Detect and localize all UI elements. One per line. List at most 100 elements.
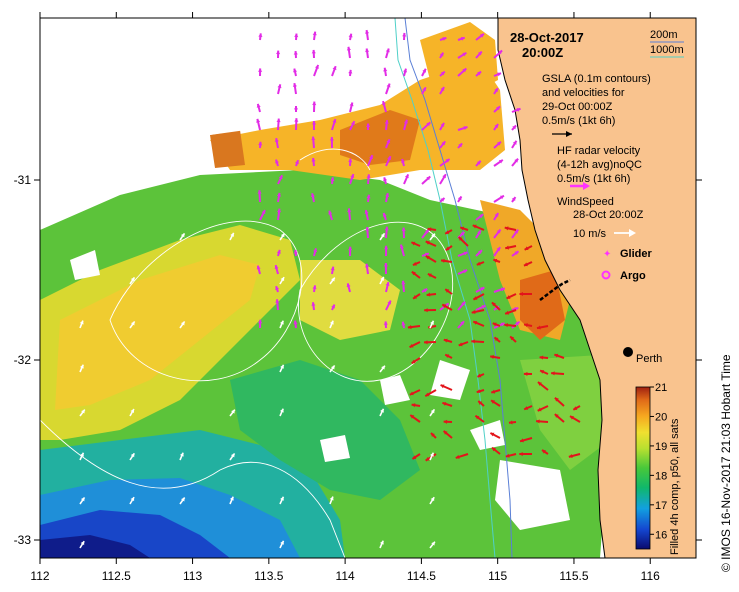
gsla-arrow-head bbox=[413, 295, 418, 299]
hf-radar-arrow-head bbox=[404, 174, 409, 179]
hf-radar-arrow-head bbox=[277, 84, 282, 89]
gsla-arrow-head bbox=[524, 246, 529, 251]
wind-arrow-head bbox=[180, 321, 185, 326]
hf-radar-arrow-head bbox=[292, 83, 297, 87]
y-tick-label: -32 bbox=[14, 353, 32, 367]
wind-legend-line2: 28-Oct 20:00Z bbox=[573, 209, 644, 221]
gsla-arrow-head bbox=[554, 414, 559, 418]
hf-radar-arrow-head bbox=[480, 287, 485, 291]
hf-radar-arrow-head bbox=[440, 86, 445, 91]
wind-arrow-head bbox=[130, 321, 135, 326]
hf-radar-arrow-head bbox=[477, 51, 482, 56]
hf-radar-arrow-head bbox=[276, 192, 281, 197]
hf-radar-arrow-head bbox=[261, 210, 266, 215]
wind-arrow-head bbox=[380, 233, 385, 238]
gsla-arrow-head bbox=[425, 240, 430, 245]
wind-arrow-head bbox=[80, 541, 85, 546]
hf-radar-arrow-head bbox=[440, 197, 445, 202]
gsla-arrow-head bbox=[523, 262, 528, 267]
gsla-arrow-head bbox=[490, 432, 495, 437]
gsla-arrow-head bbox=[519, 451, 523, 457]
hf-radar-arrow-head bbox=[348, 158, 353, 163]
gsla-arrow-head bbox=[471, 309, 476, 314]
wind-arrow-head bbox=[80, 497, 85, 502]
hf-radar-arrow-head bbox=[498, 50, 503, 55]
gsla-arrow-head bbox=[568, 454, 573, 459]
wind-velocity-arrows bbox=[79, 232, 436, 549]
wind-arrow-head bbox=[79, 364, 84, 369]
hf-radar-arrow-head bbox=[311, 121, 317, 125]
hf-radar-arrow-head bbox=[479, 33, 484, 38]
wind-arrow-head bbox=[130, 453, 135, 458]
gsla-legend: GSLA (0.1m contours) and velocities for … bbox=[542, 73, 651, 137]
wind-arrow-head bbox=[430, 320, 434, 325]
gsla-arrow-head bbox=[430, 432, 435, 437]
wind-arrow-head bbox=[379, 540, 384, 545]
wind-legend-line1: WindSpeed bbox=[557, 196, 614, 208]
contour-200m bbox=[404, 18, 513, 558]
hf-radar-arrow-head bbox=[441, 141, 446, 146]
gsla-arrow-head bbox=[473, 296, 478, 300]
gsla-arrow-head bbox=[442, 304, 447, 308]
gsla-legend-arrowhead bbox=[566, 131, 572, 137]
gsla-arrow-head bbox=[505, 453, 510, 458]
y-tick-label: -31 bbox=[14, 173, 32, 187]
hf-radar-arrow-head bbox=[496, 141, 501, 146]
gsla-arrow-head bbox=[504, 323, 508, 328]
wind-arrow-head bbox=[331, 277, 335, 282]
wind-arrow-head bbox=[79, 320, 84, 325]
wind-legend-scale: 10 m/s bbox=[573, 228, 607, 240]
wind-arrow-head bbox=[279, 320, 284, 325]
depth-legend: 200m 1000m bbox=[650, 29, 684, 58]
gsla-arrow-head bbox=[425, 457, 430, 461]
gsla-arrow-head bbox=[523, 371, 528, 376]
hf-radar-arrow-head bbox=[387, 300, 392, 305]
wind-arrow-head bbox=[430, 497, 435, 502]
gsla-legend-line3: 29-Oct 00:00Z bbox=[542, 101, 613, 113]
hf-radar-arrow-head bbox=[328, 210, 333, 215]
hf-radar-arrow-head bbox=[463, 251, 468, 256]
gsla-arrow-head bbox=[494, 337, 499, 342]
wind-arrow-head bbox=[329, 496, 334, 501]
hf-radar-arrow-head bbox=[293, 51, 298, 55]
hf-radar-arrow-head bbox=[460, 321, 465, 326]
hf-radar-arrow-head bbox=[515, 321, 520, 326]
hf-radar-arrow-head bbox=[293, 320, 298, 325]
hf-radar-arrow-head bbox=[315, 64, 319, 69]
x-tick-label: 115 bbox=[488, 569, 507, 583]
gsla-arrow-head bbox=[440, 384, 445, 389]
wind-arrow-head bbox=[330, 365, 335, 370]
colorbar-tick-label: 18 bbox=[655, 470, 667, 482]
gsla-arrow-head bbox=[424, 340, 428, 345]
hf-radar-arrow-head bbox=[293, 105, 299, 110]
hf-radar-arrow-head bbox=[423, 288, 428, 293]
hf-radar-arrow-head bbox=[462, 68, 467, 73]
wind-arrow-head bbox=[230, 232, 234, 237]
hf-radar-arrow-head bbox=[366, 194, 371, 199]
gsla-arrow-head bbox=[409, 343, 414, 348]
gsla-arrow-head bbox=[505, 245, 510, 250]
hf-radar-arrow-head bbox=[330, 177, 335, 181]
hf-radar-arrow-head bbox=[348, 33, 353, 38]
colorbar-tick-label: 21 bbox=[655, 382, 667, 394]
hf-radar-arrow-head bbox=[329, 137, 334, 141]
hf-legend-line1: HF radar velocity bbox=[557, 145, 641, 157]
hf-radar-arrow-head bbox=[348, 69, 353, 74]
gsla-arrow-head bbox=[508, 420, 513, 425]
hf-radar-arrow-head bbox=[516, 107, 521, 112]
gsla-arrow-head bbox=[540, 370, 545, 374]
gsla-arrow-head bbox=[478, 401, 483, 405]
hf-radar-arrow-head bbox=[386, 83, 391, 88]
gsla-legend-scale: 0.5m/s (1kt 6h) bbox=[542, 115, 615, 127]
gsla-arrow-head bbox=[520, 438, 524, 443]
gsla-arrow-head bbox=[455, 454, 460, 459]
gsla-arrow-head bbox=[475, 415, 480, 420]
wind-arrow-head bbox=[180, 233, 185, 238]
gsla-arrow-head bbox=[524, 406, 529, 410]
hf-radar-arrow-head bbox=[311, 302, 316, 306]
hf-radar-arrow-head bbox=[278, 175, 283, 180]
hf-radar-arrow-head bbox=[494, 88, 498, 93]
hf-radar-arrow-head bbox=[476, 160, 481, 165]
hf-radar-arrow-head bbox=[460, 36, 465, 41]
hf-radar-arrow-head bbox=[385, 48, 390, 53]
